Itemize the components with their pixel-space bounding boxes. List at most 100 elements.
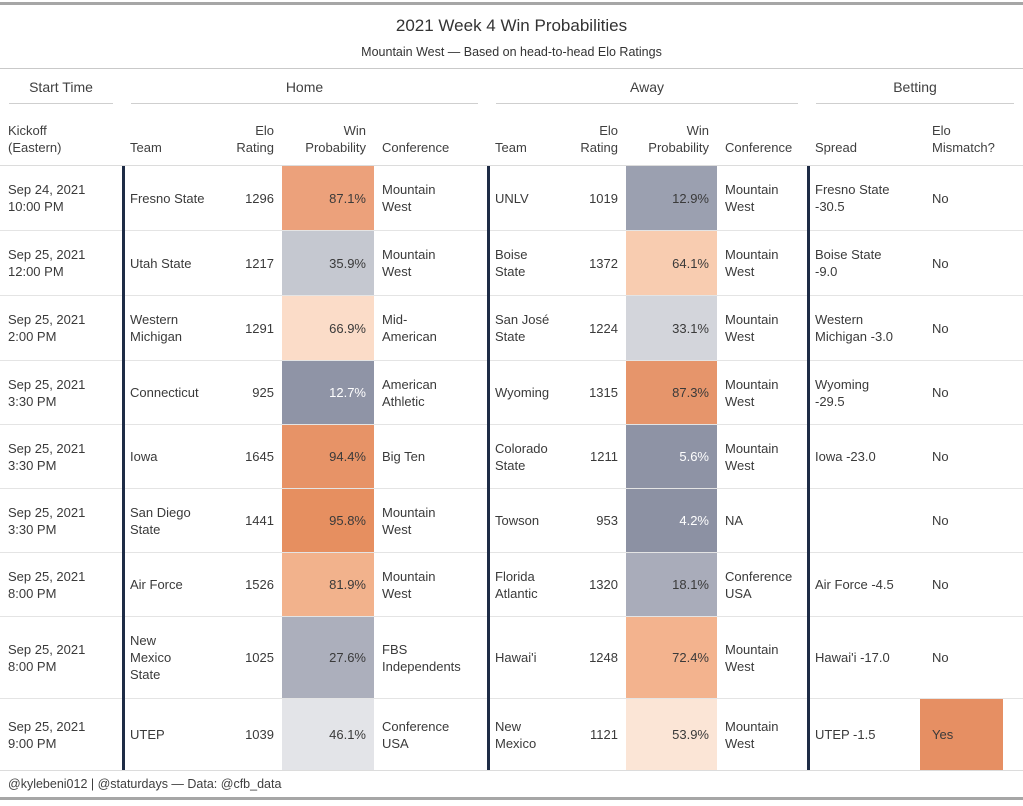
home-conference-cell: Mountain West xyxy=(374,489,487,552)
elo-mismatch-cell: No xyxy=(920,231,1023,295)
home-conference: FBS Independents xyxy=(382,641,461,674)
header-home-team: Team xyxy=(130,140,162,155)
home-conference: Big Ten xyxy=(382,449,426,464)
kickoff-cell: Sep 25, 2021 3:30 PM xyxy=(0,361,122,424)
table-row: Sep 25, 2021 8:00 PM Air Force 1526 81.9%… xyxy=(0,553,1023,617)
elo-mismatch-fill: No xyxy=(920,489,1003,552)
home-team-cell: Iowa xyxy=(122,425,234,488)
spread-cell: Boise State -9.0 xyxy=(807,231,920,295)
kickoff-date: Sep 25, 2021 xyxy=(8,718,86,734)
home-elo: 1039 xyxy=(245,727,274,742)
group-betting: Betting xyxy=(807,69,1023,104)
home-win-probability: 95.8% xyxy=(329,513,366,528)
home-team: UTEP xyxy=(130,727,165,742)
away-elo: 1315 xyxy=(589,385,618,400)
group-away: Away xyxy=(487,69,807,104)
home-win-probability: 35.9% xyxy=(329,255,366,271)
kickoff-cell: Sep 25, 2021 2:00 PM xyxy=(0,296,122,360)
group-divider xyxy=(122,166,125,770)
elo-mismatch-fill: No xyxy=(920,231,1003,295)
table-row: Sep 25, 2021 3:30 PM San Diego State 1441… xyxy=(0,489,1023,553)
header-spread: Spread xyxy=(815,140,857,155)
home-win-probability-cell: 81.9% xyxy=(282,553,374,616)
away-win-probability: 4.2% xyxy=(679,513,709,528)
elo-mismatch-cell: Yes xyxy=(920,699,1023,770)
away-elo: 1019 xyxy=(589,190,618,206)
home-elo-cell: 1039 xyxy=(234,699,282,770)
away-team-cell: Colorado State xyxy=(487,425,582,488)
home-conference-cell: Mid-American xyxy=(374,296,487,360)
away-elo: 953 xyxy=(596,513,618,528)
home-elo-cell: 1291 xyxy=(234,296,282,360)
home-win-probability: 81.9% xyxy=(329,577,366,592)
kickoff-time: 3:30 PM xyxy=(8,457,57,473)
away-conference: NA xyxy=(725,513,744,528)
away-win-probability-cell: 5.6% xyxy=(626,425,717,488)
away-win-probability-cell: 33.1% xyxy=(626,296,717,360)
page-subtitle: Mountain West — Based on head-to-head El… xyxy=(361,45,662,59)
kickoff-date: Sep 25, 2021 xyxy=(8,376,86,392)
home-elo-cell: 1645 xyxy=(234,425,282,488)
group-divider xyxy=(807,166,810,770)
away-team: Towson xyxy=(495,513,540,528)
home-win-probability-cell: 35.9% xyxy=(282,231,374,295)
kickoff-time: 2:00 PM xyxy=(8,329,57,344)
kickoff-time: 9:00 PM xyxy=(8,735,57,751)
away-win-probability-cell: 87.3% xyxy=(626,361,717,424)
spread-value: Wyoming -29.5 xyxy=(815,376,870,409)
elo-mismatch-value: No xyxy=(932,190,949,206)
home-conference-cell: Big Ten xyxy=(374,425,487,488)
away-elo: 1224 xyxy=(589,320,618,336)
home-win-probability: 87.1% xyxy=(329,190,366,206)
away-conference-cell: Conference USA xyxy=(717,553,807,616)
spread-value: Hawai'i -17.0 xyxy=(815,650,890,665)
home-conference-cell: FBS Independents xyxy=(374,617,487,698)
kickoff-time: 3:30 PM xyxy=(8,521,57,537)
away-elo: 1248 xyxy=(589,650,618,665)
kickoff-date: Sep 25, 2021 xyxy=(8,440,86,456)
spread-value: Iowa -23.0 xyxy=(815,449,876,464)
source-note: @kylebeni012 | @staturdays — Data: @cfb_… xyxy=(0,770,1023,797)
header-away-win: Win Probability xyxy=(648,123,709,155)
home-team-cell: Fresno State xyxy=(122,166,234,230)
away-elo-cell: 1315 xyxy=(582,361,626,424)
home-conference-cell: Conference USA xyxy=(374,699,487,770)
kickoff-cell: Sep 25, 2021 12:00 PM xyxy=(0,231,122,295)
elo-mismatch-fill: No xyxy=(920,296,1003,360)
elo-mismatch-cell: No xyxy=(920,361,1023,424)
away-conference-cell: NA xyxy=(717,489,807,552)
away-conference: Mountain West xyxy=(725,312,779,344)
home-conference: Mountain West xyxy=(382,568,436,601)
elo-mismatch-cell: No xyxy=(920,617,1023,698)
elo-mismatch-value: No xyxy=(932,513,949,528)
kickoff-cell: Sep 25, 2021 8:00 PM xyxy=(0,617,122,698)
away-team: UNLV xyxy=(495,190,529,206)
away-elo-cell: 1248 xyxy=(582,617,626,698)
home-elo-cell: 1441 xyxy=(234,489,282,552)
elo-mismatch-cell: No xyxy=(920,553,1023,616)
elo-mismatch-cell: No xyxy=(920,296,1023,360)
kickoff-date: Sep 25, 2021 xyxy=(8,247,86,262)
away-elo: 1211 xyxy=(590,449,618,464)
away-win-probability-cell: 4.2% xyxy=(626,489,717,552)
spread-cell: Fresno State -30.5 xyxy=(807,166,920,230)
home-team-cell: Utah State xyxy=(122,231,234,295)
away-win-probability-cell: 12.9% xyxy=(626,166,717,230)
home-team: Utah State xyxy=(130,255,192,271)
away-team-cell: San José State xyxy=(487,296,582,360)
table-bottom-border xyxy=(0,797,1023,800)
home-win-probability-cell: 95.8% xyxy=(282,489,374,552)
kickoff-time: 8:00 PM xyxy=(8,658,57,674)
away-team: Hawai'i xyxy=(495,650,537,665)
elo-mismatch-value: No xyxy=(932,449,949,464)
title-block: 2021 Week 4 Win Probabilities Mountain W… xyxy=(0,5,1023,68)
home-team: Western Michigan xyxy=(130,312,183,344)
table-row: Sep 25, 2021 3:30 PM Iowa 1645 94.4% Big … xyxy=(0,425,1023,489)
elo-mismatch-fill: Yes xyxy=(920,699,1003,770)
away-team: Wyoming xyxy=(495,385,550,400)
table-row: Sep 25, 2021 2:00 PM Western Michigan 129… xyxy=(0,296,1023,361)
column-header-row: Kickoff (Eastern) Team Elo Rating Win Pr… xyxy=(0,104,1023,166)
away-elo: 1320 xyxy=(589,577,618,592)
away-win-probability: 53.9% xyxy=(672,727,709,742)
